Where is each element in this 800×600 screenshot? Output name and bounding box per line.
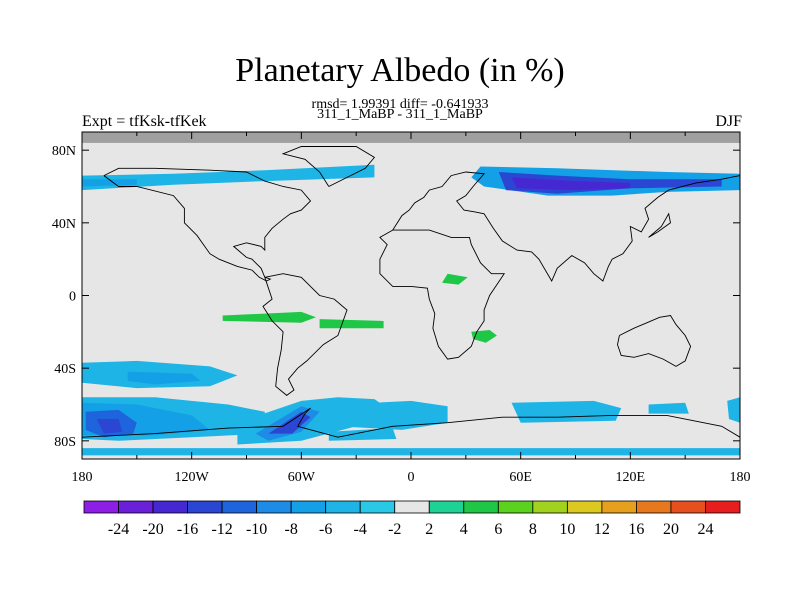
anomaly-region-22 — [442, 273, 468, 285]
colorbar-box-12 — [497, 500, 534, 514]
x-tick-label: 60W — [288, 470, 316, 485]
anomaly-region-19 — [727, 397, 740, 423]
colorbar: -24 -20 -16 -12 -10 -8 -6 -4 -2 2 4 6 8 10 12 16 20 24 — [83, 500, 741, 538]
colorbar-label: 12 — [594, 521, 610, 538]
colorbar-box-17 — [670, 500, 706, 514]
colorbar-box-11 — [463, 500, 499, 514]
colorbar-label: -8 — [284, 521, 297, 538]
anomaly-region-18 — [82, 448, 740, 456]
colorbar-box-15 — [601, 500, 637, 514]
season-label: DJF — [715, 113, 742, 130]
coastline-outlines — [82, 146, 740, 438]
chart-title: Planetary Albedo (in %) — [235, 52, 565, 89]
colorbar-box-7 — [325, 500, 361, 514]
colorbar-box-14 — [566, 500, 603, 514]
stats-line: rmsd= 1.99391 diff= -0.641933 — [311, 97, 489, 112]
y-tick-label: 0 — [69, 290, 76, 305]
anomaly-region-23 — [471, 330, 497, 343]
colorbar-box-5 — [256, 500, 292, 514]
coastline-3 — [262, 273, 348, 396]
colorbar-label: -20 — [142, 521, 163, 538]
colorbar-label: 20 — [663, 521, 679, 538]
y-tick-label: 80N — [52, 144, 76, 159]
y-tick-label: 40S — [54, 362, 76, 377]
colorbar-box-6 — [290, 500, 327, 514]
colorbar-box-3 — [187, 500, 223, 514]
colorbar-box-9 — [394, 500, 430, 514]
colorbar-box-8 — [359, 500, 396, 514]
colorbar-label: 4 — [460, 521, 468, 538]
colorbar-label: 2 — [425, 521, 433, 538]
colorbar-box-2 — [152, 500, 188, 514]
anomaly-region-13 — [268, 411, 311, 434]
coastline-6 — [281, 146, 376, 187]
anomaly-region-6 — [127, 371, 201, 385]
colorbar-label: -12 — [211, 521, 232, 538]
colorbar-label: 10 — [559, 521, 575, 538]
x-tick-label: 180 — [72, 470, 93, 485]
colorbar-box-0 — [83, 500, 119, 514]
x-tick-label: 120E — [616, 470, 646, 485]
colorbar-label: -10 — [246, 521, 267, 538]
coastline-7 — [648, 212, 671, 238]
colorbar-box-1 — [118, 500, 154, 514]
anomaly-region-4 — [511, 177, 631, 191]
colorbar-label: -6 — [319, 521, 332, 538]
coastline-4 — [617, 315, 692, 367]
coastline-1 — [379, 229, 506, 360]
colorbar-label: -4 — [354, 521, 367, 538]
anomaly-region-15 — [328, 428, 397, 441]
colorbar-label: 8 — [529, 521, 537, 538]
anomaly-region-16 — [511, 400, 622, 423]
anomaly-region-14 — [337, 400, 448, 430]
map-axes: 180 120W 60W 0 60E 120E 180 80N 40N 0 40S 80S — [52, 131, 751, 485]
x-tick-label: 180 — [730, 470, 751, 485]
coastline-0 — [392, 171, 740, 282]
coastline-5 — [82, 407, 740, 438]
colorbar-label: -24 — [108, 521, 129, 538]
x-tick-label: 120W — [175, 470, 210, 485]
anomaly-region-10 — [96, 419, 123, 434]
anomaly-region-21 — [319, 319, 384, 329]
colorbar-label: 16 — [628, 521, 644, 538]
colorbar-label: 6 — [494, 521, 502, 538]
colorbar-box-13 — [532, 500, 568, 514]
colorbar-label: -16 — [177, 521, 198, 538]
y-tick-label: 40N — [52, 217, 76, 232]
comparison-line: 311_1_MaBP - 311_1_MaBP — [317, 107, 483, 122]
experiment-label: Expt = tfKsk-tfKek — [82, 113, 207, 130]
colorbar-label: -2 — [388, 521, 401, 538]
x-tick-label: 60E — [509, 470, 532, 485]
colorbar-box-16 — [636, 500, 672, 514]
coastline-2 — [103, 167, 312, 282]
anomaly-region-17 — [648, 402, 689, 414]
anomaly-region-1 — [82, 179, 137, 187]
colorbar-label: 24 — [697, 521, 713, 538]
y-tick-label: 80S — [54, 435, 76, 450]
colorbar-box-10 — [428, 500, 465, 514]
colorbar-box-4 — [221, 500, 258, 514]
x-tick-label: 0 — [408, 470, 415, 485]
colorbar-box-18 — [705, 500, 741, 514]
anomaly-region-0 — [82, 164, 375, 191]
